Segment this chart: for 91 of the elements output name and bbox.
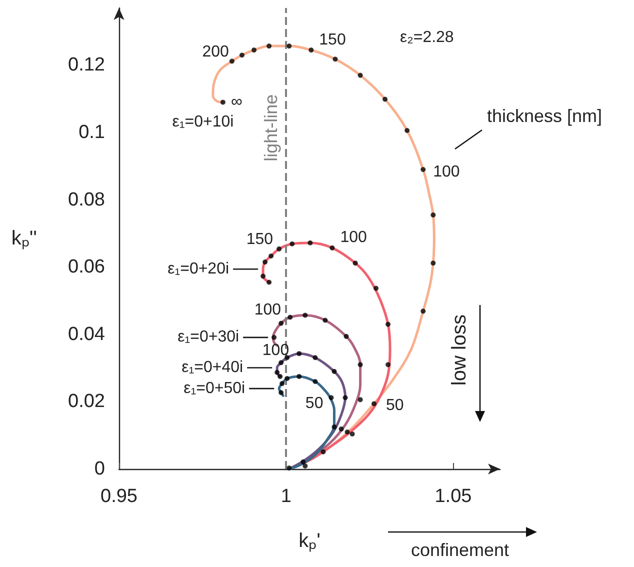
y-tick-label: 0.06 <box>68 256 105 278</box>
y-tick-label: 0.1 <box>78 122 105 144</box>
point <box>344 429 350 434</box>
point <box>300 459 306 464</box>
point <box>266 280 272 285</box>
point <box>296 374 302 379</box>
annotation: 50 <box>305 394 324 412</box>
annotation: 50 <box>386 396 404 414</box>
point <box>280 381 285 386</box>
annotation: ε₂=2.28 <box>400 29 454 46</box>
annotation: thickness [nm] <box>487 106 602 126</box>
annotation: 100 <box>433 164 460 181</box>
text: ε₁=0+50i <box>184 380 246 397</box>
point <box>278 360 284 366</box>
text: ε₁=0+30i <box>178 328 240 346</box>
point <box>352 260 358 266</box>
y-tick-label: 0 <box>94 458 105 480</box>
point <box>268 254 274 258</box>
point <box>284 355 290 360</box>
annotation: ∞ <box>230 93 242 110</box>
point <box>266 44 272 49</box>
point <box>302 312 308 318</box>
text: confinement <box>410 540 510 560</box>
point <box>229 58 234 64</box>
point <box>386 362 391 368</box>
point <box>260 274 266 279</box>
point <box>312 355 318 360</box>
point <box>278 320 284 326</box>
point <box>272 334 277 340</box>
point <box>358 362 363 368</box>
point <box>328 395 334 400</box>
annotation: 150 <box>319 31 346 48</box>
y-axis-title: kₚ'' <box>11 228 37 250</box>
point <box>420 167 426 172</box>
point <box>420 308 426 314</box>
text: ε₁=0+20i <box>168 260 230 278</box>
point <box>344 334 349 339</box>
y-tick-label: 0.12 <box>68 54 105 76</box>
point <box>276 246 282 252</box>
x-axis-title: kₚ' <box>298 530 320 552</box>
y-tick-label: 0.08 <box>68 189 105 210</box>
text: ε₁=0+40i <box>182 358 244 376</box>
y-tick-label: 0.04 <box>68 324 106 345</box>
x-tick-label: 1.05 <box>434 486 472 507</box>
point <box>290 241 295 246</box>
annotation: 100 <box>340 229 368 246</box>
point <box>332 56 338 62</box>
point <box>288 314 293 320</box>
point <box>308 240 313 246</box>
point <box>239 52 244 58</box>
x-tick-label: 0.95 <box>100 486 138 507</box>
point <box>274 370 280 375</box>
point <box>342 395 348 400</box>
y-tick-label: 0.02 <box>68 391 105 412</box>
point <box>278 374 283 379</box>
point <box>302 463 308 468</box>
point <box>296 351 302 356</box>
point <box>312 379 318 384</box>
point <box>430 212 436 218</box>
point <box>284 376 290 381</box>
series-label: ε₁=0+10i <box>172 113 234 130</box>
point <box>382 96 388 102</box>
annotation: 100 <box>254 302 282 319</box>
point <box>404 128 410 133</box>
annotation: 100 <box>262 342 290 359</box>
point <box>430 260 436 266</box>
ref-line-label: light-line <box>260 94 281 162</box>
point <box>358 72 363 78</box>
point <box>332 424 337 430</box>
point <box>322 318 328 323</box>
annotation: 200 <box>202 43 230 60</box>
point <box>338 426 344 432</box>
point <box>286 465 292 470</box>
point <box>350 432 355 437</box>
point <box>308 48 314 53</box>
point <box>286 44 292 49</box>
line-series <box>278 375 336 470</box>
point <box>320 449 326 454</box>
point <box>332 368 337 374</box>
point <box>358 397 363 402</box>
x-tick-label: 1 <box>280 486 292 507</box>
point <box>262 260 268 265</box>
point <box>220 100 226 105</box>
point <box>386 322 391 327</box>
annotation: 150 <box>246 231 274 248</box>
point <box>330 245 335 250</box>
point <box>374 286 379 291</box>
point <box>372 401 377 406</box>
annotation: low loss <box>448 314 470 386</box>
point <box>252 48 257 53</box>
point <box>278 390 284 396</box>
